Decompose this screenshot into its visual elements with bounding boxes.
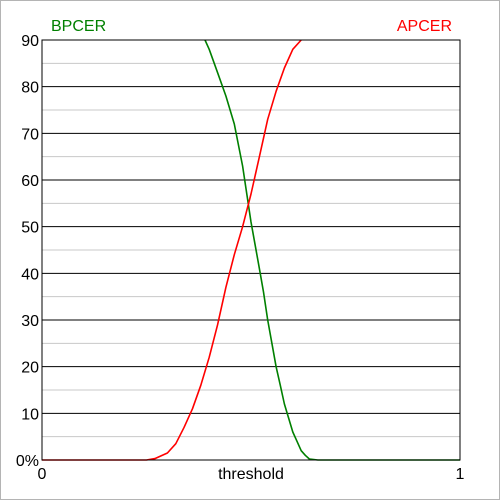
y-tick-label: 60 (21, 173, 39, 190)
y-tick-label: 30 (21, 313, 39, 330)
series-line-apcer (42, 39, 302, 461)
y-tick-label: 10 (21, 406, 39, 423)
axes (41, 39, 461, 461)
series-lines (42, 39, 460, 461)
x-tick-label: 0 (38, 466, 47, 483)
y-tick-label: 20 (21, 360, 39, 377)
y-tick-label: 90 (21, 33, 39, 50)
y-tick-label: 40 (21, 266, 39, 283)
grid-lines (42, 39, 460, 461)
legend-apcer: APCER (397, 18, 452, 35)
series-line-bpcer (204, 39, 460, 461)
y-tick-label: 80 (21, 80, 39, 97)
x-tick-label: 1 (456, 466, 465, 483)
tick-labels: 0% 10 20 30 40 50 60 70 80 90 0 1 (16, 33, 465, 483)
y-tick-label: 0% (16, 453, 39, 470)
x-axis-label: threshold (218, 466, 284, 483)
y-tick-label: 50 (21, 220, 39, 237)
plot-border (41, 39, 461, 461)
y-tick-label: 70 (21, 126, 39, 143)
legend-bpcer: BPCER (51, 18, 106, 35)
